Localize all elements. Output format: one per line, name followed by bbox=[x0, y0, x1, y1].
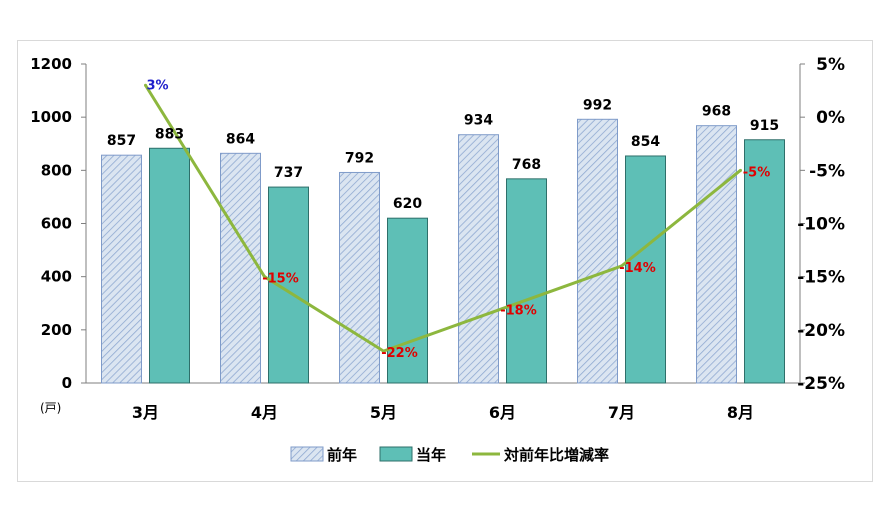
bar-prev-year bbox=[577, 118, 618, 384]
y-left-unit: (戸) bbox=[40, 401, 61, 415]
bar-current-value-label: 915 bbox=[750, 118, 779, 134]
bar-current-value-label: 620 bbox=[393, 196, 422, 212]
legend-label-yoy-line: 対前年比増減率 bbox=[503, 446, 609, 464]
y-right-tick-label: 5% bbox=[816, 55, 845, 75]
y-right-tick-label: -10% bbox=[797, 215, 845, 235]
y-left-tick-label: 200 bbox=[41, 321, 72, 339]
y-left-tick-label: 0 bbox=[62, 374, 72, 392]
yoy-change-label: -5% bbox=[743, 165, 770, 180]
y-left-tick-label: 1000 bbox=[30, 108, 72, 126]
bar-prev-value-label: 968 bbox=[702, 104, 731, 120]
yoy-change-line bbox=[144, 84, 742, 353]
bar-current-year bbox=[268, 186, 309, 384]
legend-label-prev-year: 前年 bbox=[327, 446, 357, 464]
bar-current-value-label: 737 bbox=[274, 165, 303, 181]
y-left-tick-label: 1200 bbox=[30, 55, 72, 73]
yoy-change-point bbox=[263, 275, 266, 279]
x-category-label: 8月 bbox=[727, 403, 754, 422]
y-right-tick-label: -5% bbox=[809, 161, 845, 181]
x-category-label: 3月 bbox=[132, 403, 159, 422]
bars bbox=[101, 118, 785, 384]
bar-prev-year bbox=[101, 154, 142, 384]
bar-current-value-label: 768 bbox=[512, 157, 541, 173]
y-left-tick-label: 400 bbox=[41, 268, 72, 286]
yoy-change-point bbox=[739, 168, 742, 172]
bar-current-year bbox=[387, 217, 428, 384]
chart-frame bbox=[17, 40, 873, 482]
line-layer bbox=[144, 83, 742, 353]
yoy-change-point bbox=[620, 264, 623, 268]
bar-prev-value-label: 864 bbox=[226, 131, 255, 147]
x-category-label: 7月 bbox=[608, 403, 635, 422]
yoy-change-label: -22% bbox=[381, 346, 418, 361]
bar-prev-value-label: 857 bbox=[107, 133, 136, 149]
y-right-tick-label: -25% bbox=[797, 374, 845, 394]
y-right-tick-label: -15% bbox=[797, 268, 845, 288]
yoy-change-point bbox=[501, 307, 504, 311]
legend-label-current-year: 当年 bbox=[416, 446, 446, 464]
bar-current-value-label: 854 bbox=[631, 134, 660, 150]
x-category-label: 4月 bbox=[251, 403, 278, 422]
yoy-change-label: -14% bbox=[619, 261, 656, 276]
bar-prev-year bbox=[458, 134, 499, 384]
labels: 857 883 3月 864 737 4月 792 620 5月 934 768 6月 992 854 7月… bbox=[107, 78, 779, 422]
yoy-change-label: 3% bbox=[146, 78, 168, 93]
legend-swatch-current-year bbox=[379, 446, 413, 462]
y-left-tick-label: 800 bbox=[41, 161, 72, 179]
yoy-change-label: -18% bbox=[500, 304, 537, 319]
axes: 0 200 400 600 800 1000 1200 (戸) 5% 0% -5% -10% -15% -… bbox=[30, 55, 845, 415]
legend-swatch-prev-year bbox=[290, 446, 324, 462]
bar-current-year bbox=[506, 178, 547, 384]
legend: 前年 当年 対前年比増減率 bbox=[290, 446, 609, 464]
bar-current-year bbox=[625, 155, 666, 384]
yoy-change-point bbox=[382, 349, 385, 353]
yoy-change-label: -15% bbox=[262, 272, 299, 287]
bar-current-year bbox=[149, 147, 190, 384]
bar-prev-value-label: 992 bbox=[583, 97, 612, 113]
y-left-tick-label: 600 bbox=[41, 215, 72, 233]
bar-prev-year bbox=[696, 125, 737, 384]
x-category-label: 6月 bbox=[489, 403, 516, 422]
bar-prev-value-label: 792 bbox=[345, 150, 374, 166]
bar-current-value-label: 883 bbox=[155, 126, 184, 142]
bar-current-year bbox=[744, 139, 785, 384]
y-right-tick-label: -20% bbox=[797, 321, 845, 341]
bar-prev-year bbox=[220, 152, 261, 384]
bar-prev-value-label: 934 bbox=[464, 113, 493, 129]
x-category-label: 5月 bbox=[370, 403, 397, 422]
y-right-tick-label: 0% bbox=[816, 108, 845, 128]
yoy-change-point bbox=[144, 83, 147, 87]
bar-prev-year bbox=[339, 171, 380, 384]
